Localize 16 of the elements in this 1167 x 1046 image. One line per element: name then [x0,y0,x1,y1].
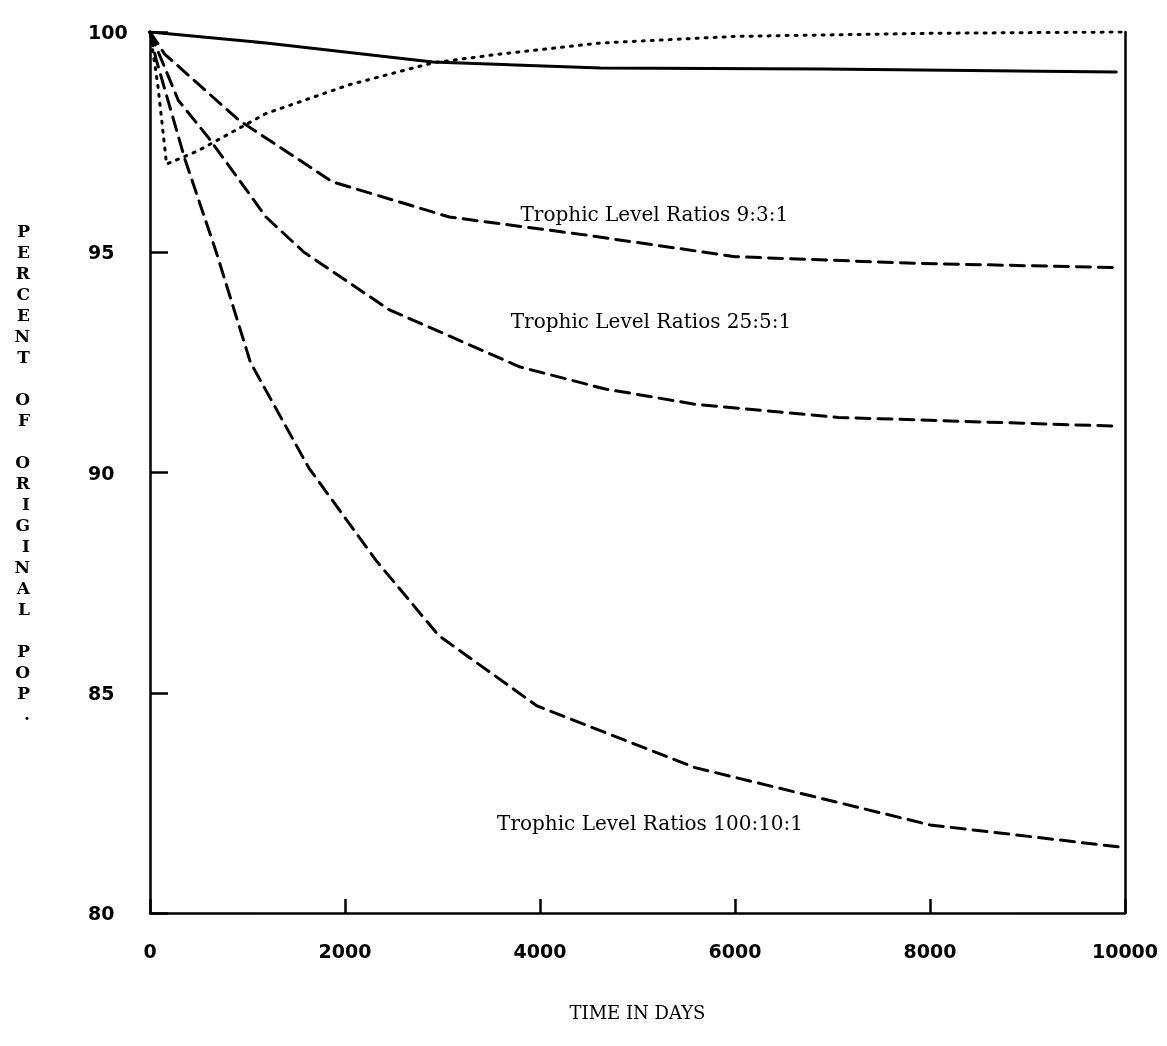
x-tick-label: 6000 [708,939,762,962]
y-tick-label: 80 [88,902,115,924]
series-label: Trophic Level Ratios 25:5:1 [510,309,792,334]
x-tick-label: 4000 [513,939,567,962]
x-tick-label: 2000 [318,939,372,962]
y-tick-label: 100 [88,21,128,43]
series-label: Trophic Level Ratios 9:3:1 [520,201,789,226]
x-axis-title: TIME IN DAYS [569,1001,706,1023]
x-tick-label: 0 [143,939,157,962]
series-label: Trophic Level Ratios 100:10:1 [497,810,804,835]
x-tick-label: 10000 [1091,939,1159,962]
y-tick-label: 95 [88,241,115,264]
y-tick-label: 90 [88,461,115,484]
text: PERCENT OF ORIGINAL POP. [14,221,30,724]
x-tick-label: 8000 [903,939,957,962]
y-tick-label: 85 [88,681,115,704]
